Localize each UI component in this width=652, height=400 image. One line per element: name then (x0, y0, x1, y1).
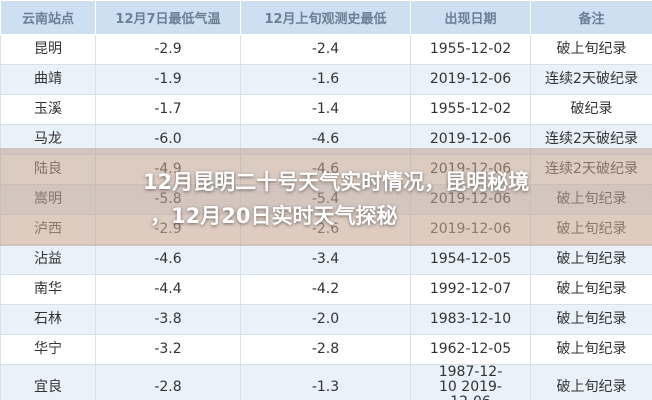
title-band: 12月昆明二十号天气实时情况，昆明秘境 ，12月20日实时天气探秘 (0, 148, 652, 246)
table-cell: 昆明 (0, 34, 96, 65)
table-row: 玉溪 -1.7 -1.4 1955-12-02 破纪录 (0, 94, 652, 125)
table-cell: -3.8 (95, 304, 241, 335)
table-cell: -2.8 (240, 334, 411, 365)
table-row: 沾益 -4.6 -3.4 1954-12-05 破上旬纪录 (0, 244, 652, 275)
table-cell: -3.4 (240, 244, 411, 275)
table-row: 石林 -3.8 -2.0 1983-12-10 破上旬纪录 (0, 304, 652, 335)
table-cell: 1962-12-05 (410, 334, 531, 365)
table-cell: 1983-12-10 (410, 304, 531, 335)
table-cell: -4.4 (95, 274, 241, 305)
table-cell: 曲靖 (0, 64, 96, 95)
table-cell: 破纪录 (530, 94, 652, 125)
table-cell: 破上旬纪录 (530, 364, 652, 400)
table-cell: 1954-12-05 (410, 244, 531, 275)
table-cell: 破上旬纪录 (530, 244, 652, 275)
table-cell: -1.3 (240, 364, 411, 400)
table-cell: 南华 (0, 274, 96, 305)
table-cell: 破上旬纪录 (530, 34, 652, 65)
table-row: 华宁 -3.2 -2.8 1962-12-05 破上旬纪录 (0, 334, 652, 365)
table-cell: 宜良 (0, 364, 96, 400)
header-cell: 出现日期 (410, 0, 531, 35)
table-cell: -4.2 (240, 274, 411, 305)
table-row: 昆明 -2.9 -2.4 1955-12-02 破上旬纪录 (0, 34, 652, 65)
table-cell: 2019-12-06 (410, 64, 531, 95)
title-line: ，12月20日实时天气探秘 (150, 204, 398, 228)
title-line: 12月昆明二十号天气实时情况，昆明秘境 (142, 170, 530, 194)
table-cell: 玉溪 (0, 94, 96, 125)
table-cell: 破上旬纪录 (530, 274, 652, 305)
table-cell: -1.7 (95, 94, 241, 125)
table-cell: -2.0 (240, 304, 411, 335)
table-cell: -1.4 (240, 94, 411, 125)
table-cell: -1.9 (95, 64, 241, 95)
table-cell: -3.2 (95, 334, 241, 365)
table-cell: 沾益 (0, 244, 96, 275)
table-cell: 华宁 (0, 334, 96, 365)
table-cell: 破上旬纪录 (530, 304, 652, 335)
table-cell: 1955-12-02 (410, 34, 531, 65)
table-cell: 石林 (0, 304, 96, 335)
table-row: 南华 -4.4 -4.2 1992-12-07 破上旬纪录 (0, 274, 652, 305)
header-cell: 12月上旬观测史最低 (240, 0, 411, 35)
header-row: 云南站点 12月7日最低气温 12月上旬观测史最低 出现日期 备注 (0, 0, 652, 35)
table-row: 曲靖 -1.9 -1.6 2019-12-06 连续2天破纪录 (0, 64, 652, 95)
header-cell: 12月7日最低气温 (95, 0, 241, 35)
table-cell: 1955-12-02 (410, 94, 531, 125)
table-cell: 1992-12-07 (410, 274, 531, 305)
table-cell: -2.8 (95, 364, 241, 400)
table-cell: -2.4 (240, 34, 411, 65)
table-cell: -1.6 (240, 64, 411, 95)
table-cell: -4.6 (95, 244, 241, 275)
table-cell: 破上旬纪录 (530, 334, 652, 365)
table-cell: 1987-12-10 2019-12-06 (410, 364, 531, 400)
header-cell: 备注 (530, 0, 652, 35)
table-cell: 连续2天破纪录 (530, 64, 652, 95)
header-cell: 云南站点 (0, 0, 96, 35)
table-cell: -2.9 (95, 34, 241, 65)
